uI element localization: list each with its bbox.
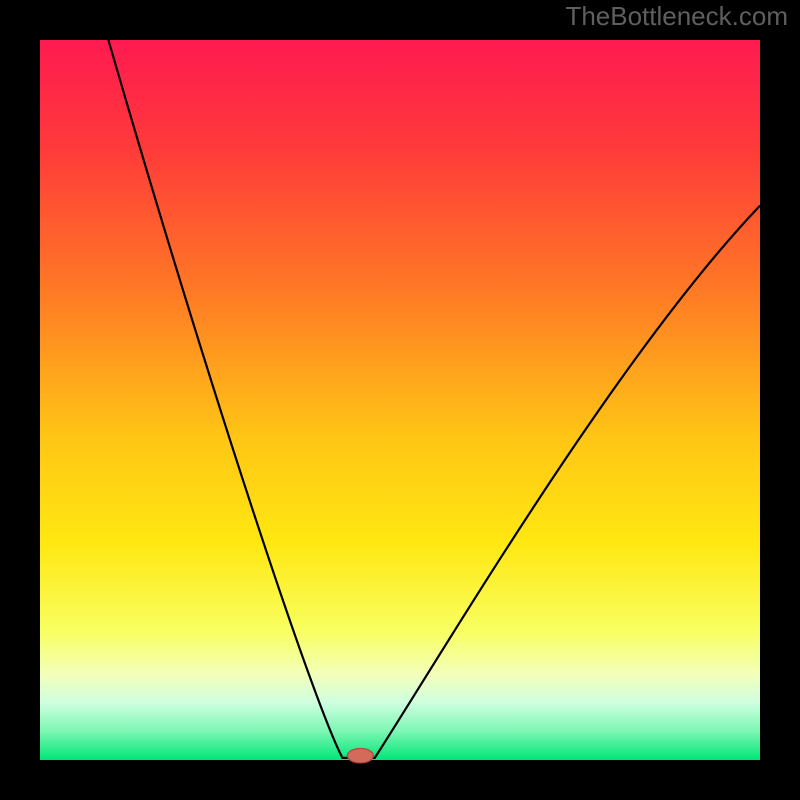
chart-svg — [0, 0, 800, 800]
chart-root: TheBottleneck.com — [0, 0, 800, 800]
valley-marker — [347, 748, 373, 762]
plot-background — [40, 40, 760, 760]
watermark-label: TheBottleneck.com — [565, 1, 788, 32]
